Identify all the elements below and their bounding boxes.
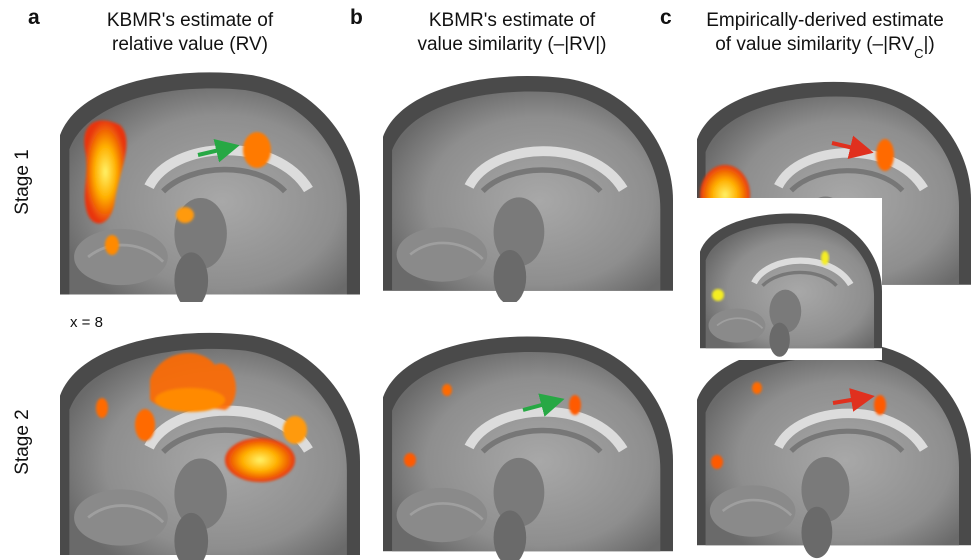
panel-title: KBMR's estimate of bbox=[107, 10, 274, 31]
title-segment: KBMR's estimate of bbox=[107, 10, 274, 31]
panel-letter: b bbox=[350, 6, 363, 29]
row-label: Stage 1 bbox=[12, 149, 33, 215]
title-segment: |) bbox=[924, 34, 935, 55]
panel-title: of value similarity (–|RVC|) bbox=[715, 34, 935, 61]
title-segment: value similarity (–|RV|) bbox=[417, 34, 606, 55]
slice-label: x = 8 bbox=[70, 314, 103, 331]
panel-title: KBMR's estimate of bbox=[429, 10, 596, 31]
title-segment: Empirically-derived estimate bbox=[706, 10, 944, 31]
title-segment: C bbox=[914, 46, 923, 61]
inset bbox=[697, 198, 882, 360]
page: x = 8 a KBMR's estimate of relative value … bbox=[0, 0, 971, 560]
panel-title: value similarity (–|RV|) bbox=[417, 34, 606, 55]
title-segment: relative value (RV) bbox=[112, 34, 268, 55]
panel-title: relative value (RV) bbox=[112, 34, 268, 55]
panel-letter: c bbox=[660, 6, 672, 29]
title-segment: KBMR's estimate of bbox=[429, 10, 596, 31]
title-segment: of value similarity (–|RV bbox=[715, 34, 914, 55]
figure: x = 8 a KBMR's estimate of relative value … bbox=[0, 0, 971, 560]
row-label: Stage 2 bbox=[12, 409, 33, 475]
panel-title: Empirically-derived estimate bbox=[706, 10, 944, 31]
panel-letter: a bbox=[28, 6, 40, 29]
